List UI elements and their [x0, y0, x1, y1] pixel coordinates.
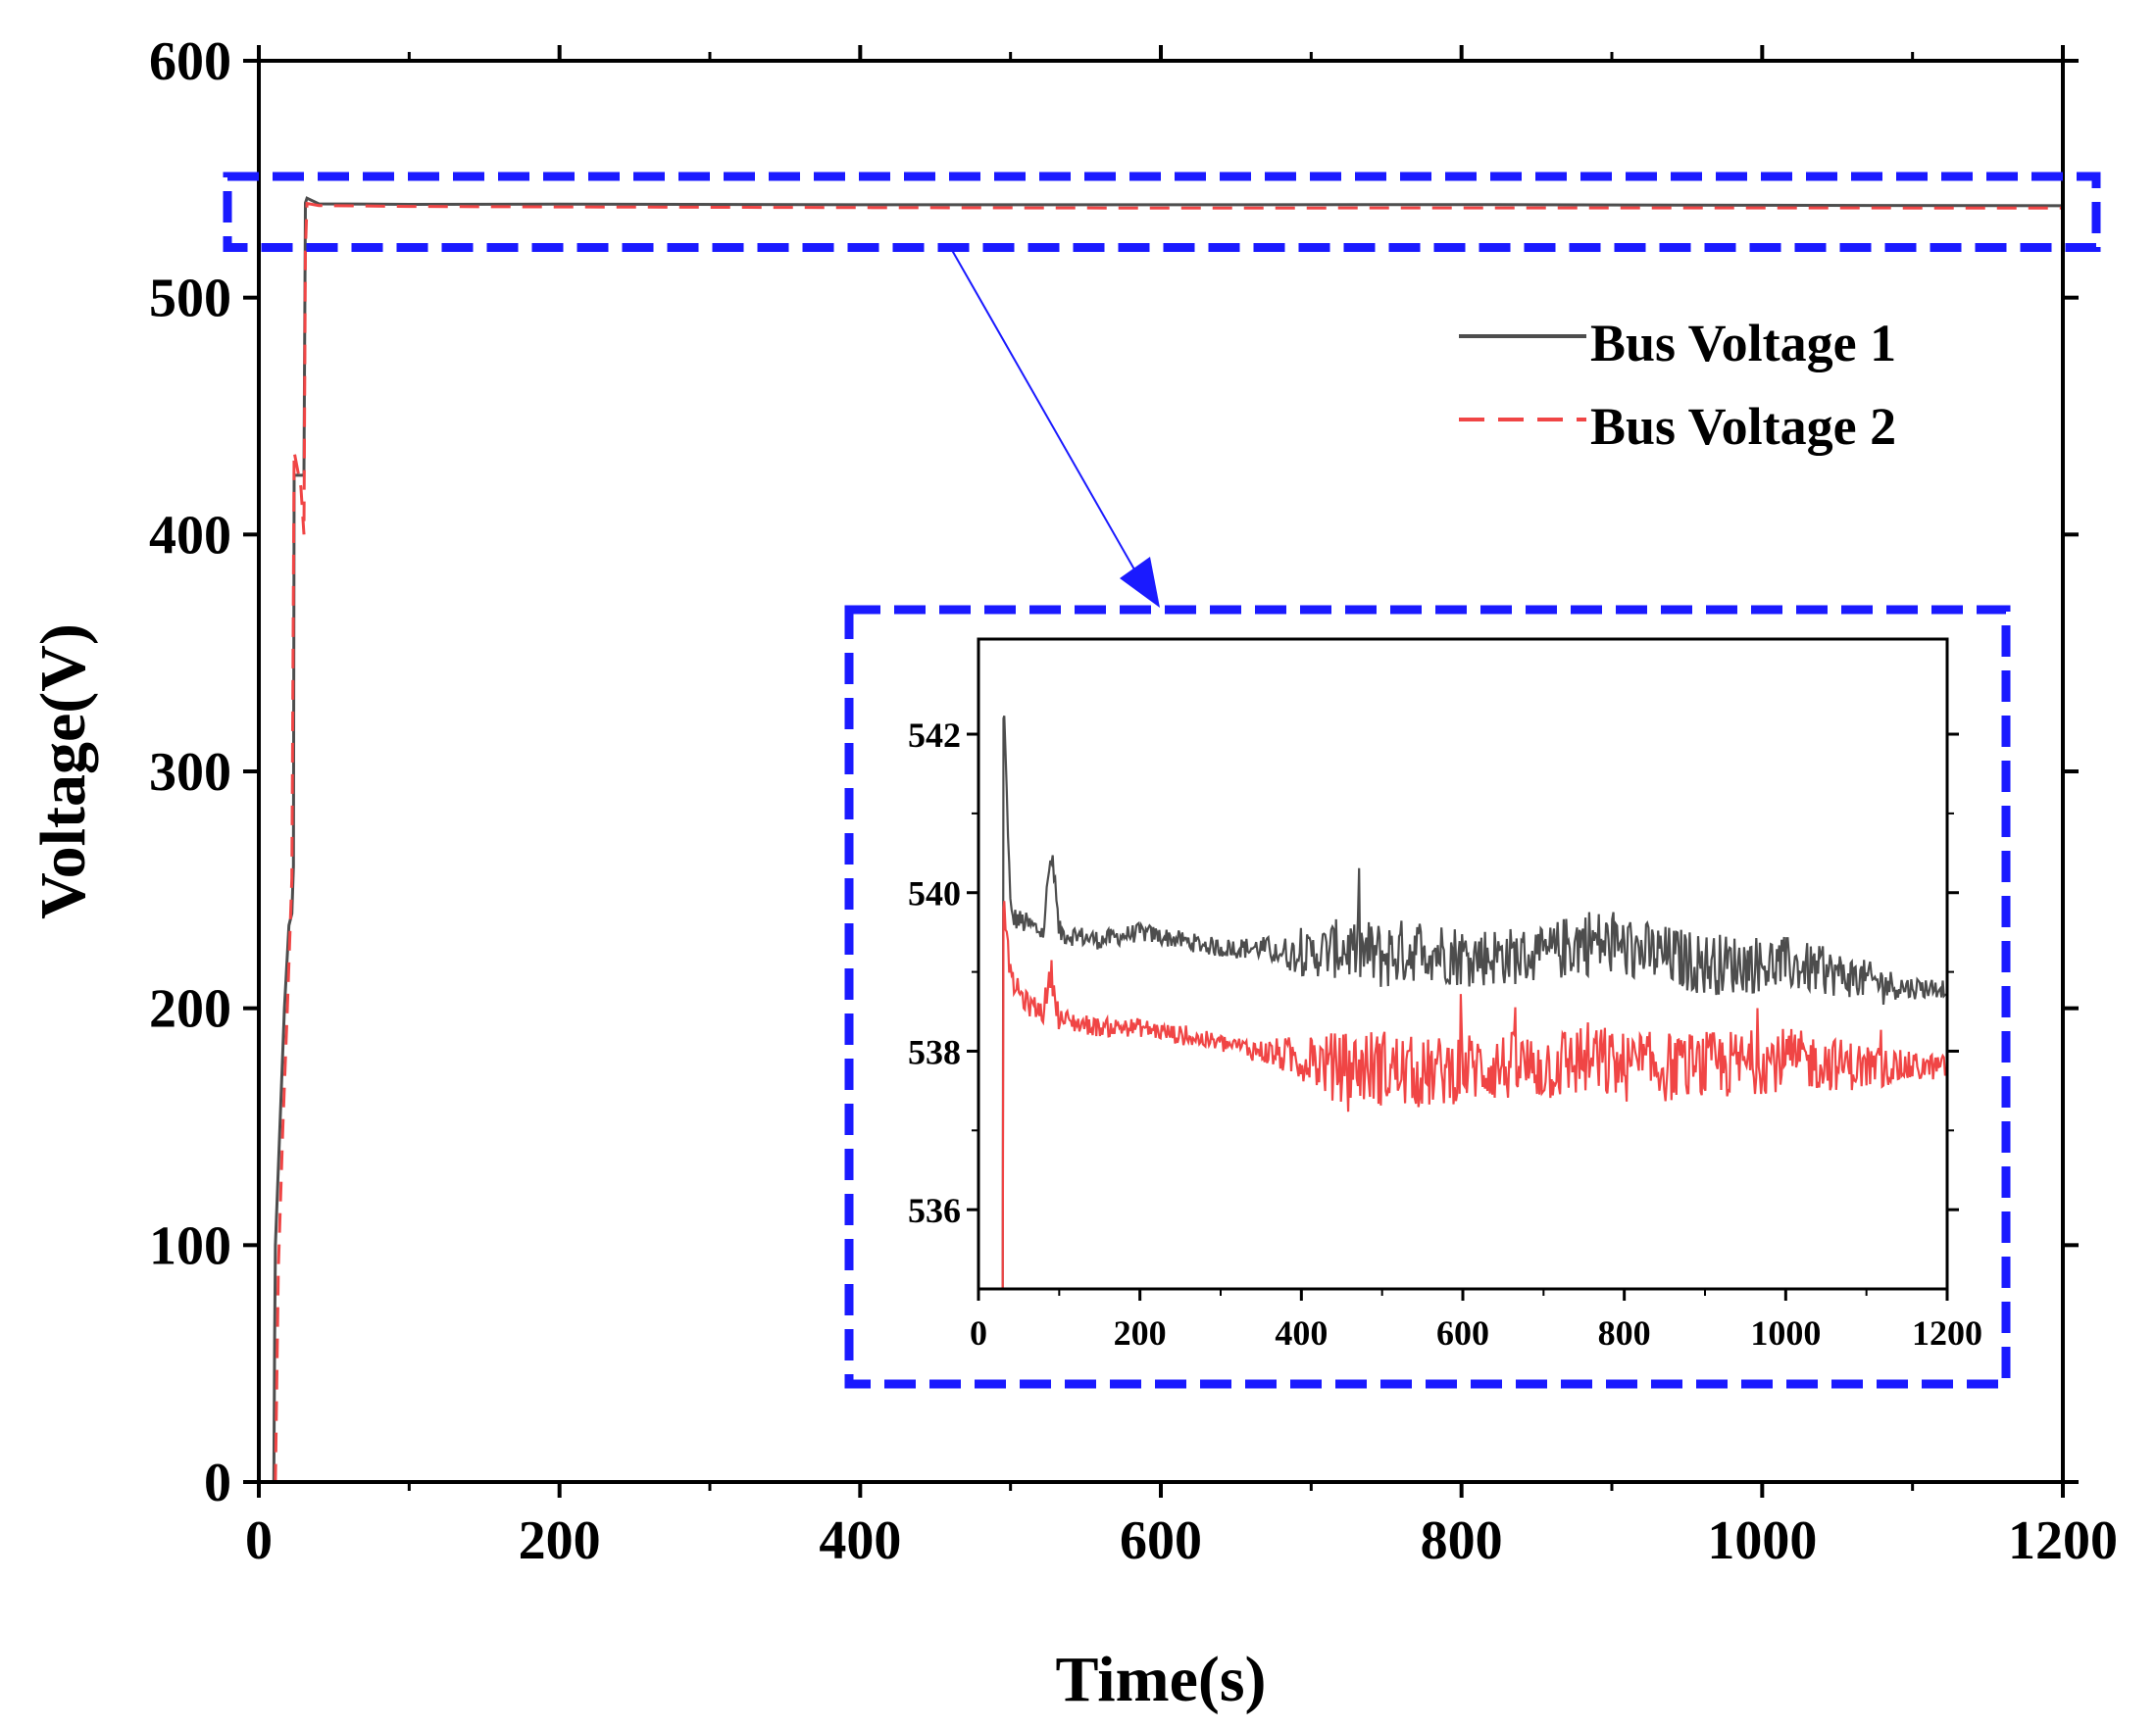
x-axis-title: Time(s)	[1055, 1644, 1266, 1715]
legend-label-bus-voltage-1: Bus Voltage 1	[1590, 314, 1896, 372]
y-tick-label: 200	[149, 979, 231, 1040]
x-tick-label: 200	[519, 1510, 601, 1571]
inset-y-tick-label: 538	[908, 1032, 961, 1071]
inset-x-tick-label: 1200	[1912, 1313, 1982, 1353]
x-tick-label: 800	[1421, 1510, 1503, 1571]
inset-x-tick-label: 400	[1275, 1313, 1328, 1353]
inset-x-tick-label: 800	[1598, 1313, 1651, 1353]
y-axis-title: Voltage(V)	[27, 623, 99, 919]
y-tick-label: 500	[149, 269, 231, 329]
x-tick-label: 0	[245, 1510, 273, 1571]
x-tick-label: 600	[1120, 1510, 1202, 1571]
x-tick-label: 400	[819, 1510, 901, 1571]
y-tick-label: 0	[204, 1453, 231, 1513]
y-tick-label: 400	[149, 505, 231, 566]
inset-y-tick-label: 536	[908, 1191, 961, 1230]
x-tick-label: 1000	[1707, 1510, 1817, 1571]
inset-y-tick-label: 542	[908, 716, 961, 755]
inset-plot: 0 200 400 600 800 1000 1200 536 538 540 542	[908, 637, 1982, 1353]
inset-background	[978, 639, 1947, 1289]
zoom-arrowhead	[1120, 557, 1160, 608]
zoom-annotations	[223, 172, 2101, 1389]
y-tick-label: 600	[149, 31, 231, 92]
legend: Bus Voltage 1 Bus Voltage 2	[1459, 314, 1896, 456]
inset-x-tick-label: 600	[1436, 1313, 1489, 1353]
inset-x-tick-label: 200	[1114, 1313, 1167, 1353]
zoom-source-box	[223, 172, 2101, 252]
inset-x-tick-label: 0	[970, 1313, 987, 1353]
series-line-inset-2	[1001, 901, 1947, 1289]
legend-label-bus-voltage-2: Bus Voltage 2	[1590, 397, 1896, 456]
zoom-target-box	[844, 605, 2011, 1389]
main-plot: 0 200 400 600 800 1000 1200 0 100 200 300 400 500 600…	[27, 31, 2118, 1715]
x-tick-label: 1200	[2008, 1510, 2118, 1571]
zoom-arrow-line	[948, 244, 1143, 584]
inset-x-tick-label: 1000	[1750, 1313, 1821, 1353]
series-line-main-2	[274, 201, 2064, 1484]
series-line-inset-1	[1001, 715, 1947, 1289]
y-tick-label: 300	[149, 742, 231, 803]
y-tick-label: 100	[149, 1215, 231, 1276]
inset-y-tick-label: 540	[908, 874, 961, 914]
